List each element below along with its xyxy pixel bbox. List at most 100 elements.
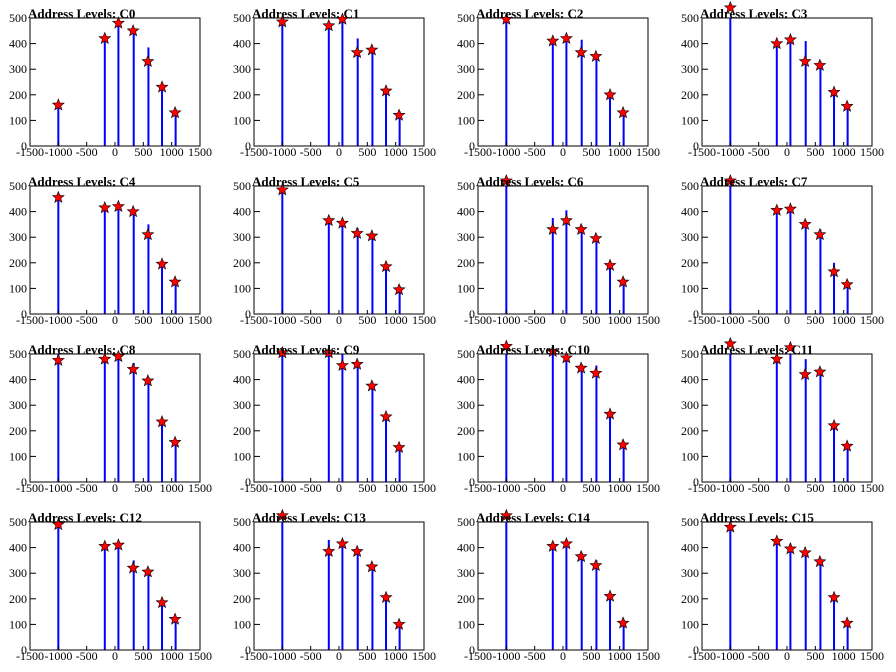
x-tick-label: 1500 xyxy=(188,649,212,663)
bar-2 xyxy=(117,20,120,147)
x-tick-label: -500 xyxy=(748,481,770,495)
y-tick-label: 500 xyxy=(9,347,27,361)
bar-0 xyxy=(505,186,508,314)
star-icon xyxy=(141,565,155,578)
star-icon xyxy=(723,0,737,14)
star-icon xyxy=(335,536,349,550)
chart-panel-12: 0 100 200 300 400 500 -1500 -1000 -500 0 500 1000 15… xyxy=(0,504,224,672)
bar-0 xyxy=(729,354,732,482)
bar-6 xyxy=(398,285,401,314)
x-tick-label: 0 xyxy=(560,313,566,327)
y-tick-label: 200 xyxy=(457,88,475,102)
y-tick-label: 400 xyxy=(233,373,251,387)
y-tick-label: 500 xyxy=(681,179,699,193)
star-icon xyxy=(546,539,560,552)
chart-svg: 0 100 200 300 400 500 -1500 -1000 -500 0 500 1000 15… xyxy=(233,508,436,663)
y-tick-label: 0 xyxy=(21,475,27,489)
x-tick-label: 1500 xyxy=(188,145,212,159)
bar-5 xyxy=(385,596,388,650)
star-icon xyxy=(813,227,827,241)
y-tick-label: 400 xyxy=(681,205,699,219)
x-tick-label: 500 xyxy=(358,481,376,495)
plot-frame xyxy=(477,353,649,483)
star-icon xyxy=(335,12,349,25)
chart-title: Address Levels: C1 xyxy=(252,6,360,21)
star-icon xyxy=(322,213,336,227)
x-tick-label: 1000 xyxy=(384,313,408,327)
bar-4 xyxy=(147,568,150,650)
star-icon xyxy=(616,105,630,119)
x-tick-label: 1000 xyxy=(384,145,408,159)
y-tick-label: 200 xyxy=(233,256,251,270)
bar-5 xyxy=(161,600,164,650)
bar-6 xyxy=(622,278,625,314)
star-icon xyxy=(559,213,573,227)
x-tick-label: 0 xyxy=(336,145,342,159)
x-tick-label: 1500 xyxy=(860,145,884,159)
bar-3 xyxy=(804,41,807,146)
star-icon xyxy=(499,339,513,352)
star-icon xyxy=(98,539,112,552)
y-tick-label: 400 xyxy=(233,205,251,219)
bar-5 xyxy=(833,90,836,146)
y-tick-label: 100 xyxy=(233,617,251,631)
chart-title: Address Levels: C5 xyxy=(252,174,360,189)
star-icon xyxy=(141,54,155,68)
chart-title: Address Levels: C11 xyxy=(700,342,814,357)
bar-0 xyxy=(281,186,284,314)
bar-4 xyxy=(595,53,598,147)
bar-4 xyxy=(371,50,374,146)
y-tick-label: 0 xyxy=(469,307,475,321)
bar-1 xyxy=(551,542,554,650)
y-tick-label: 400 xyxy=(457,541,475,555)
star-icon xyxy=(365,559,379,573)
bar-2 xyxy=(789,206,792,314)
star-icon xyxy=(51,98,65,111)
bar-2 xyxy=(565,354,568,482)
x-tick-label: 1500 xyxy=(860,313,884,327)
star-icon xyxy=(392,108,406,121)
star-icon xyxy=(335,216,349,229)
star-icon xyxy=(350,226,364,239)
chart-panel-1: 0 100 200 300 400 500 -1500 -1000 -500 0 500 1000 15… xyxy=(224,0,448,168)
y-tick-label: 100 xyxy=(457,617,475,631)
chart-panel-5: 0 100 200 300 400 500 -1500 -1000 -500 0 500 1000 15… xyxy=(224,168,448,336)
bar-0 xyxy=(729,522,732,650)
x-tick-label: 0 xyxy=(784,313,790,327)
y-tick-label: 0 xyxy=(693,139,699,153)
x-tick-label: 0 xyxy=(784,145,790,159)
y-tick-label: 100 xyxy=(681,449,699,463)
bar-5 xyxy=(385,262,388,314)
bar-6 xyxy=(174,108,177,146)
bar-3 xyxy=(132,33,135,146)
x-tick-label: 1500 xyxy=(412,313,436,327)
bar-0 xyxy=(505,18,508,146)
x-tick-label: -500 xyxy=(76,481,98,495)
x-tick-label: -1500 xyxy=(464,649,492,663)
star-icon xyxy=(574,222,588,236)
x-tick-label: -500 xyxy=(76,313,98,327)
bar-6 xyxy=(174,616,177,650)
x-tick-label: -1500 xyxy=(16,145,44,159)
x-tick-label: -1500 xyxy=(16,649,44,663)
x-tick-label: 0 xyxy=(112,481,118,495)
bar-2 xyxy=(341,354,344,482)
bar-3 xyxy=(356,228,359,314)
plot-frame xyxy=(477,185,649,315)
x-tick-label: -1000 xyxy=(268,145,296,159)
star-icon xyxy=(155,80,169,93)
y-tick-label: 200 xyxy=(233,592,251,606)
bar-3 xyxy=(804,220,807,314)
bar-5 xyxy=(161,420,164,482)
star-icon xyxy=(155,595,169,609)
chart-title: Address Levels: C4 xyxy=(28,174,136,189)
x-tick-label: -1500 xyxy=(464,145,492,159)
bar-4 xyxy=(147,47,150,146)
x-tick-label: 1500 xyxy=(188,481,212,495)
star-icon xyxy=(51,190,65,204)
bar-6 xyxy=(846,620,849,650)
bar-5 xyxy=(161,88,164,146)
chart-panel-9: 0 100 200 300 400 500 -1500 -1000 -500 0 500 1000 15… xyxy=(224,336,448,504)
x-tick-label: 1000 xyxy=(608,313,632,327)
